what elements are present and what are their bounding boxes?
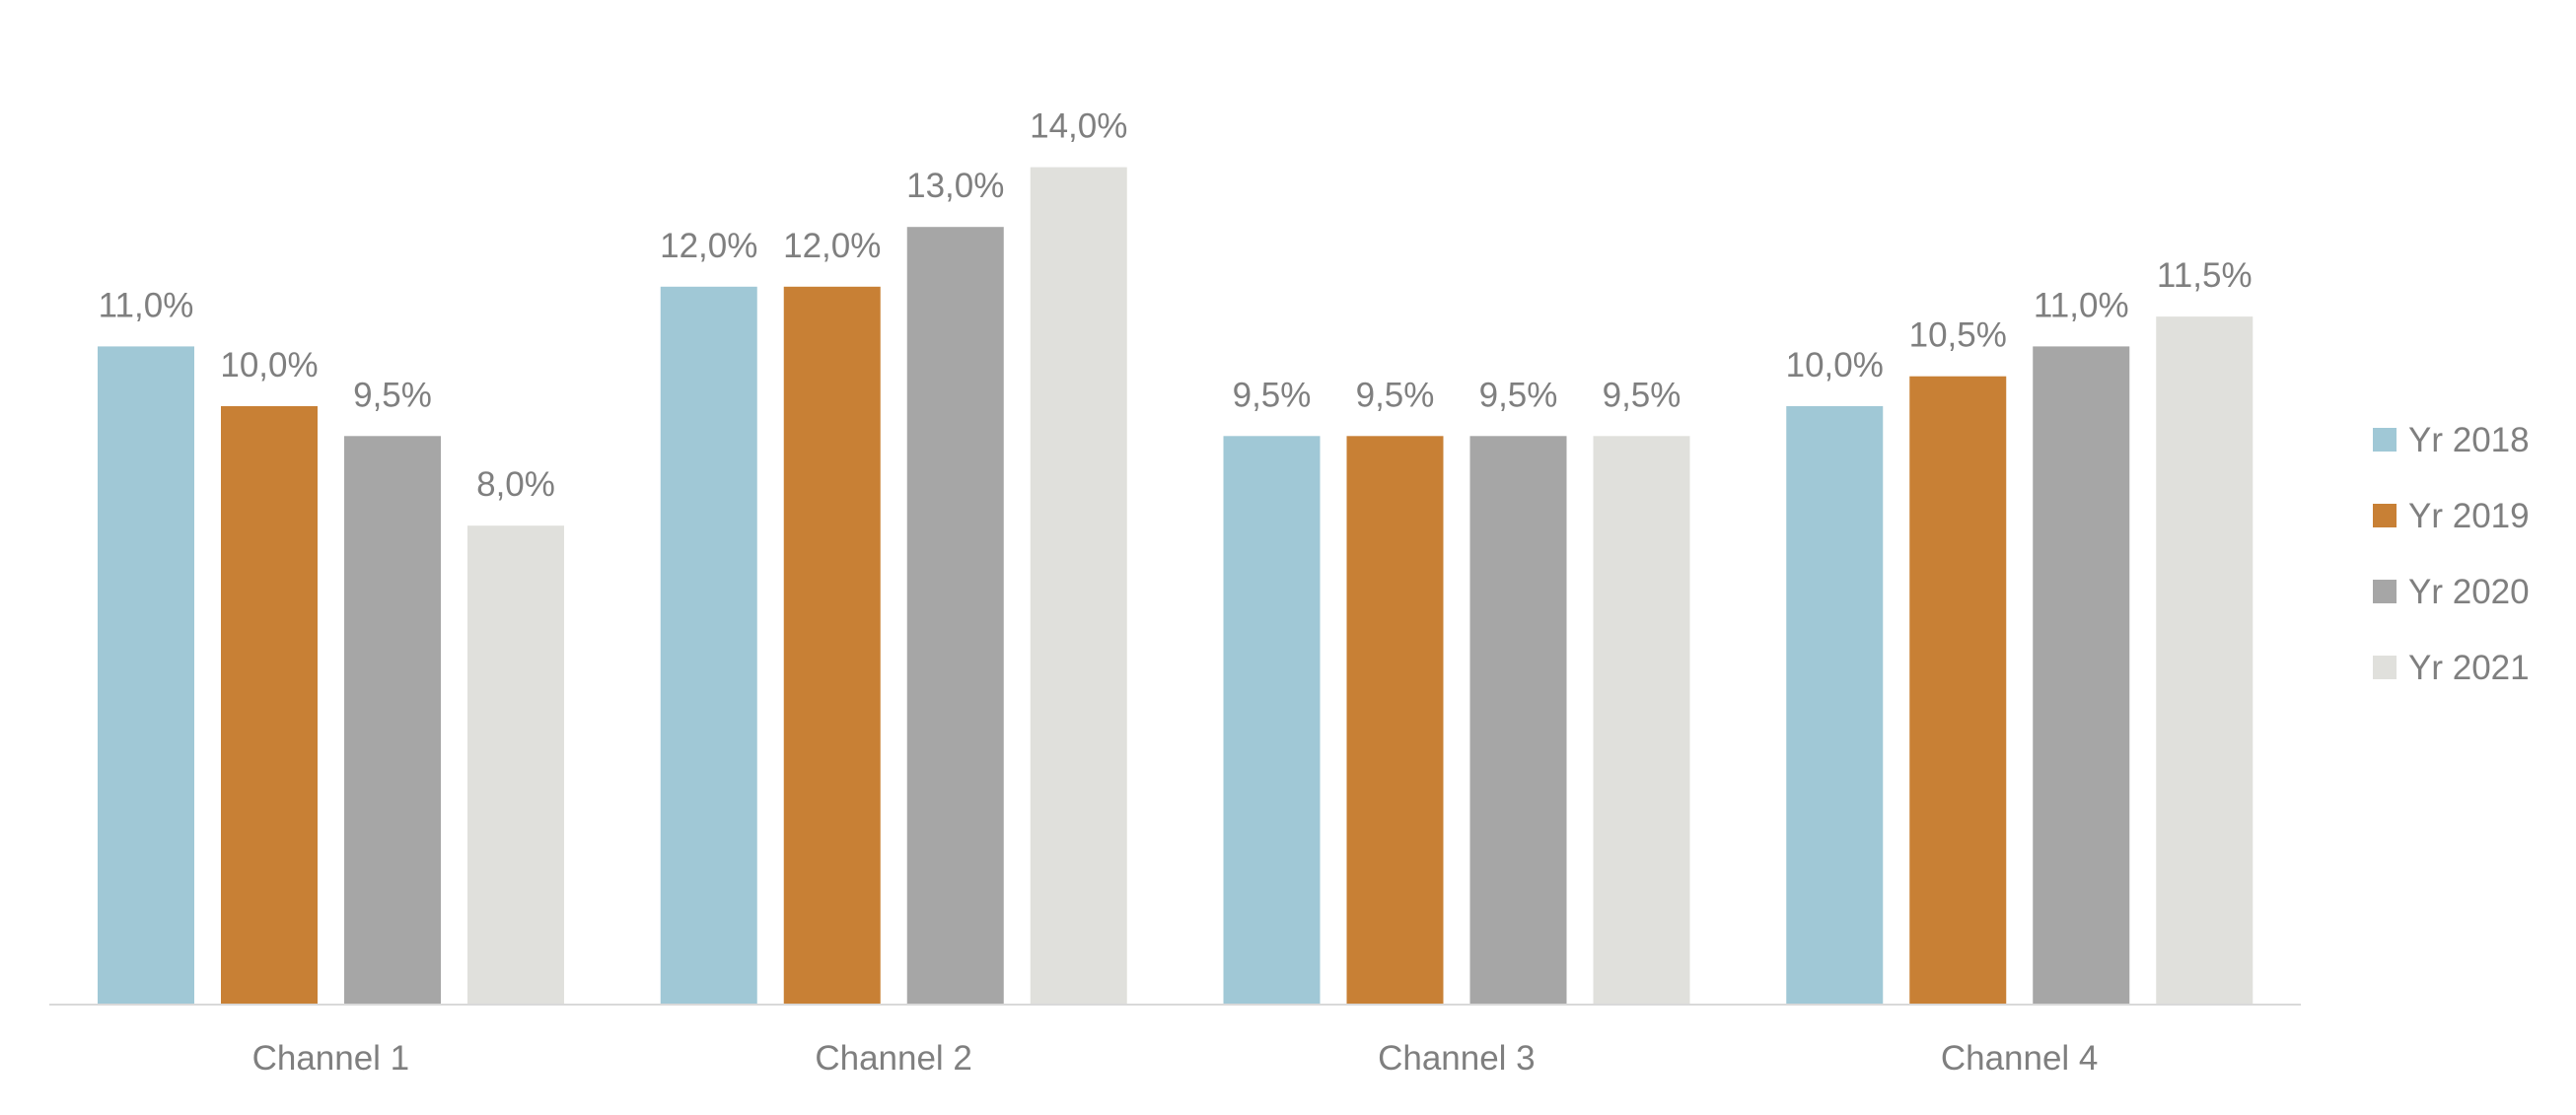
bars-layer (98, 167, 2254, 1005)
x-tick-labels: Channel 1 Channel 2 Channel 3 Channel 4 (252, 1039, 2099, 1078)
legend-swatch (2373, 580, 2397, 603)
data-label: 11,5% (2157, 256, 2253, 295)
legend-swatch (2373, 656, 2397, 679)
data-label: 9,5% (1356, 376, 1435, 414)
data-label: 10,0% (1786, 346, 1884, 384)
data-label: 12,0% (660, 227, 757, 265)
data-label: 11,0% (2034, 286, 2129, 324)
bar-channel-3-yr-2020 (1469, 436, 1567, 1004)
legend-label: Yr 2020 (2408, 573, 2530, 611)
bar-channel-4-yr-2021 (2156, 316, 2254, 1005)
bar-channel-3-yr-2018 (1223, 436, 1321, 1004)
x-tick-label: Channel 1 (252, 1039, 410, 1078)
x-tick-label: Channel 2 (815, 1039, 972, 1078)
bar-channel-3-yr-2019 (1346, 436, 1444, 1004)
bar-channel-1-yr-2021 (467, 525, 564, 1004)
bar-channel-4-yr-2018 (1786, 406, 1884, 1004)
x-tick-label: Channel 4 (1941, 1039, 2099, 1078)
legend-swatch (2373, 504, 2397, 527)
x-tick-label: Channel 3 (1378, 1039, 1536, 1078)
bar-channel-3-yr-2021 (1593, 436, 1690, 1004)
data-label: 10,0% (220, 346, 318, 384)
bar-channel-4-yr-2020 (2033, 346, 2130, 1004)
bar-channel-2-yr-2021 (1030, 167, 1127, 1005)
bar-channel-1-yr-2020 (344, 436, 441, 1004)
data-labels-layer: 11,0% 10,0% 9,5% 8,0% 12,0% 12,0% 13,0% 14,0% 9,… (99, 107, 2253, 505)
data-label: 10,5% (1909, 316, 2007, 355)
legend-label: Yr 2018 (2408, 421, 2530, 459)
data-label: 12,0% (783, 227, 881, 265)
bar-channel-4-yr-2019 (1909, 376, 2007, 1004)
data-label: 13,0% (906, 167, 1004, 205)
data-label: 11,0% (99, 286, 194, 324)
legend: Yr 2018 Yr 2019 Yr 2020 Yr 2021 (2373, 421, 2530, 687)
legend-label: Yr 2019 (2408, 497, 2530, 535)
data-label: 9,5% (353, 376, 432, 414)
data-label: 9,5% (1233, 376, 1312, 414)
bar-channel-2-yr-2019 (783, 286, 881, 1004)
data-label: 9,5% (1603, 376, 1682, 414)
bar-channel-1-yr-2019 (221, 406, 318, 1004)
bar-channel-2-yr-2018 (660, 286, 757, 1004)
data-label: 8,0% (476, 465, 555, 504)
data-label: 14,0% (1030, 107, 1127, 146)
data-label: 9,5% (1479, 376, 1558, 414)
bar-channel-1-yr-2018 (98, 346, 194, 1004)
legend-swatch (2373, 428, 2397, 452)
bar-channel-2-yr-2020 (906, 227, 1004, 1004)
legend-label: Yr 2021 (2408, 649, 2530, 687)
